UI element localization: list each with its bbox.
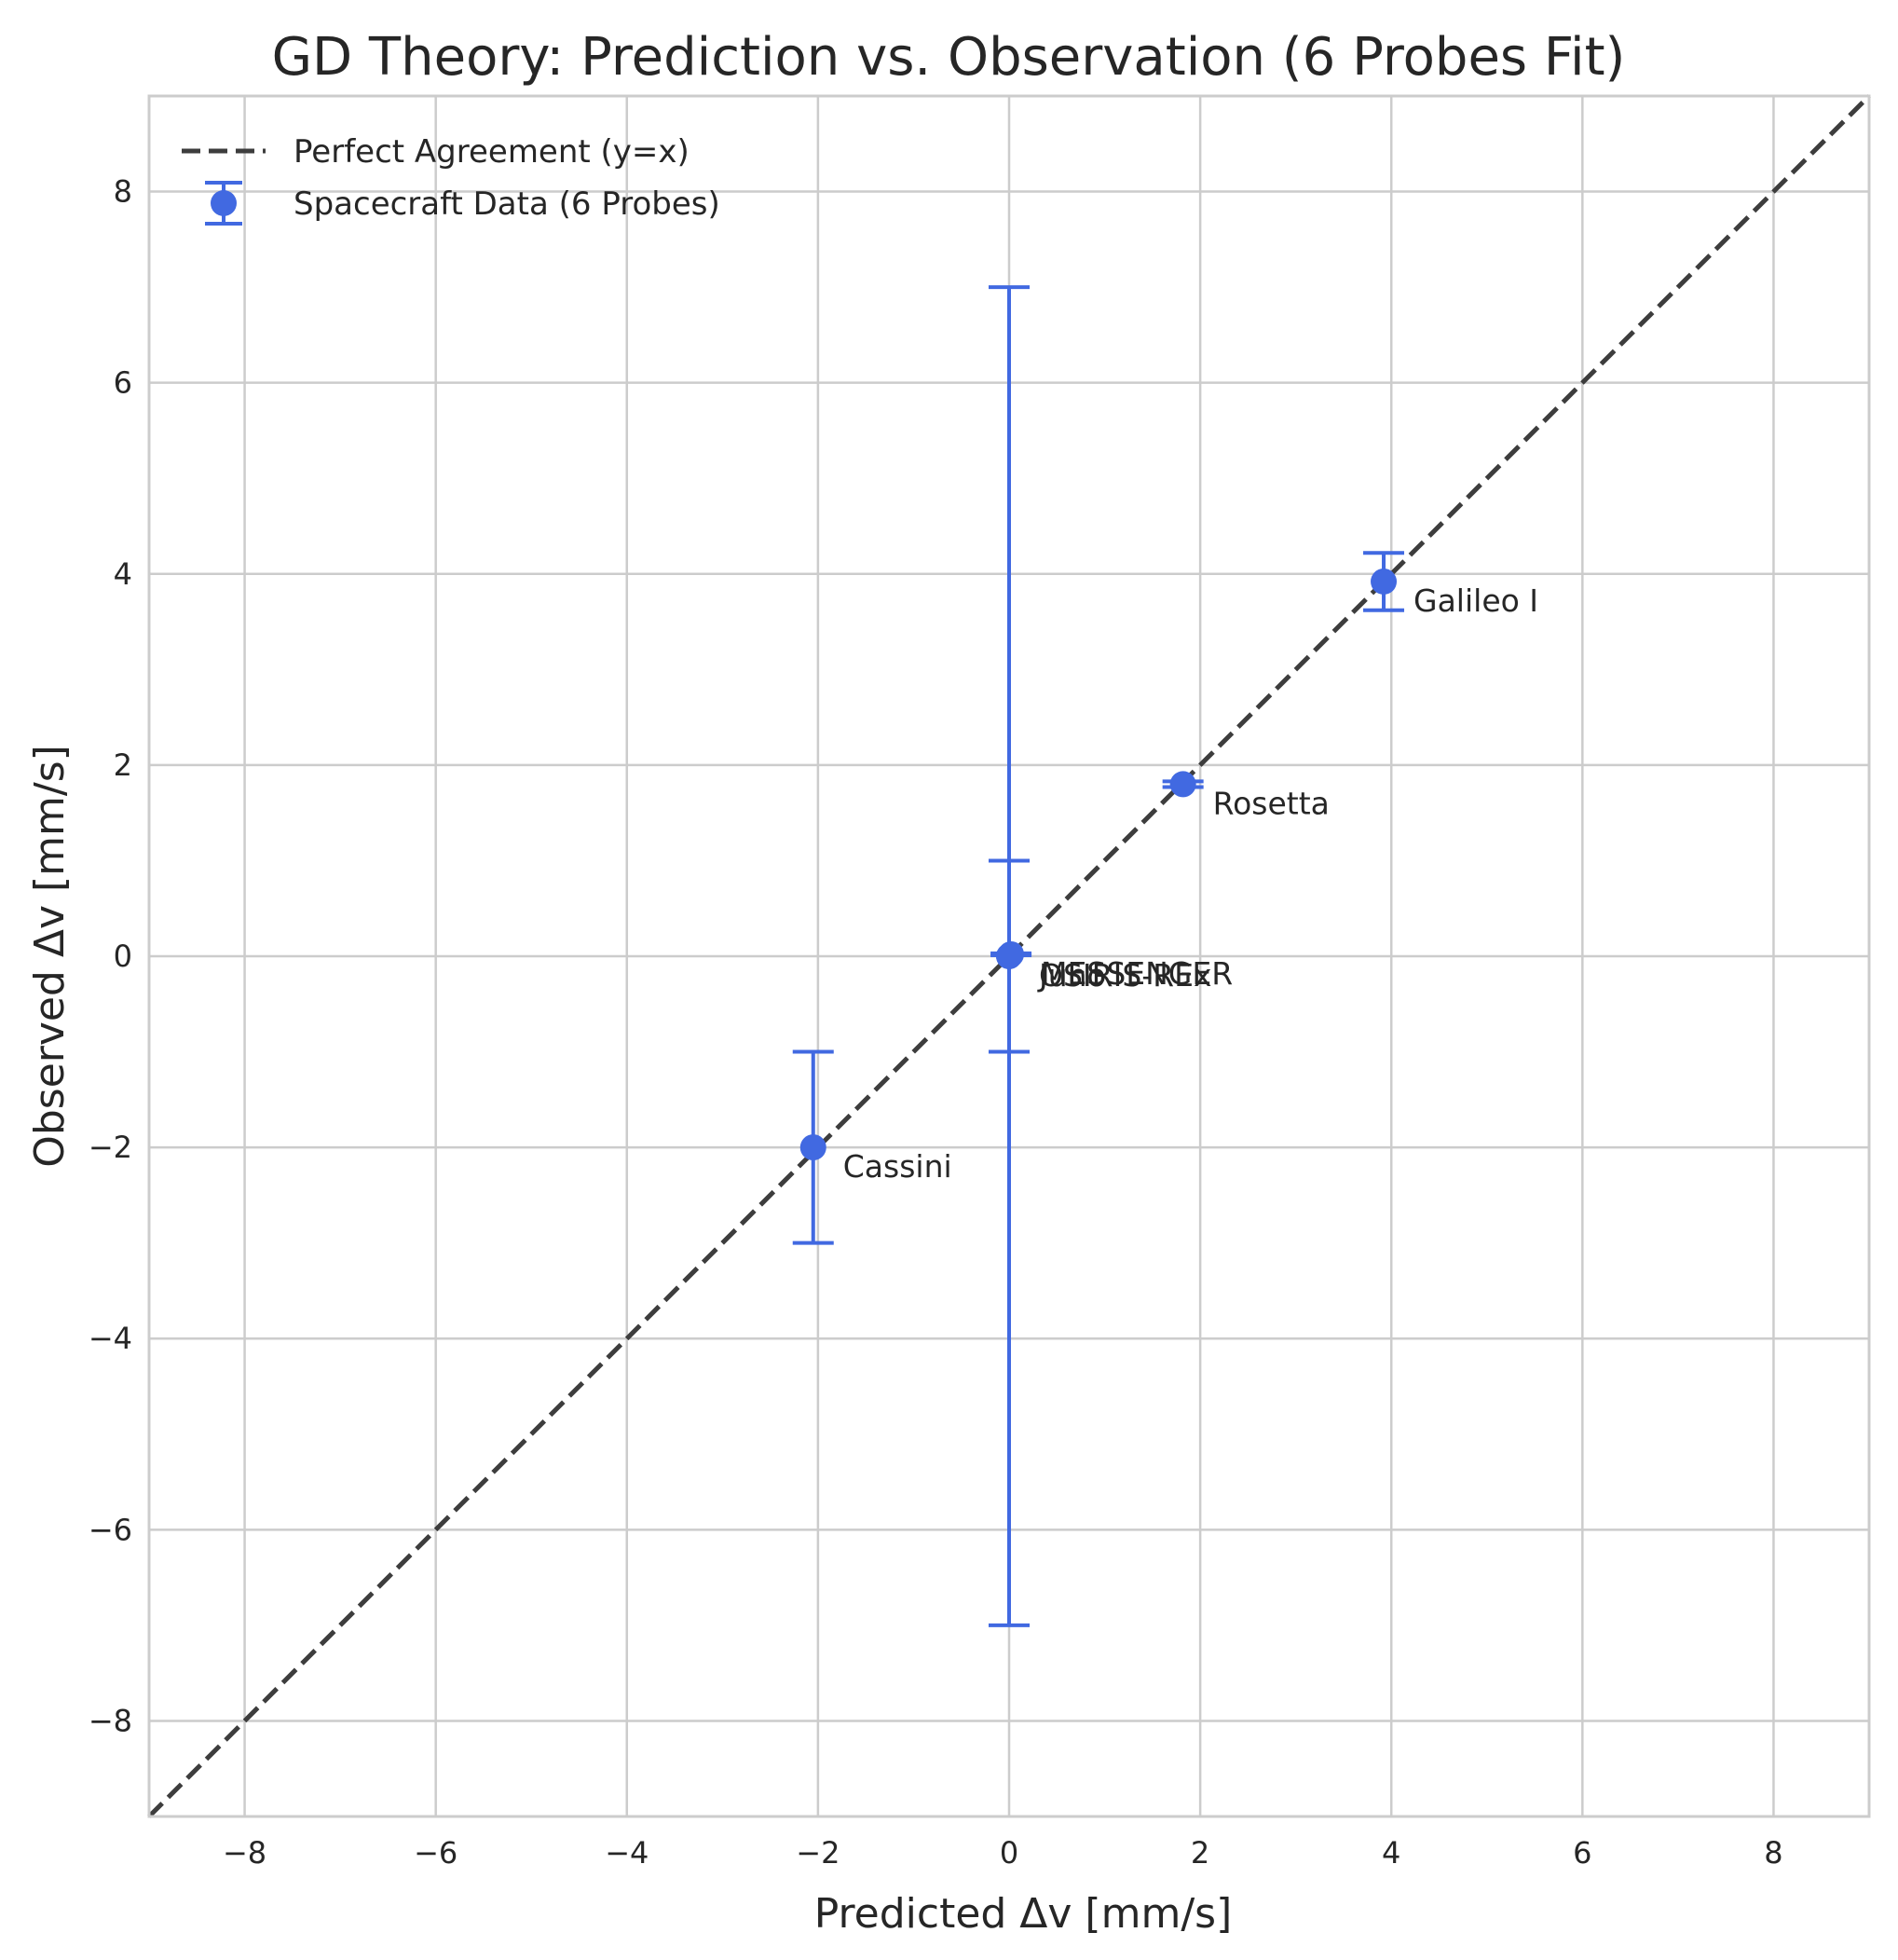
point-label: OSIRIS-REx — [1039, 957, 1211, 994]
x-tick-label: 6 — [1573, 1835, 1591, 1871]
point-label: Juno — [1037, 957, 1106, 994]
y-tick-label: 6 — [114, 365, 132, 401]
x-tick-label: 4 — [1382, 1835, 1400, 1871]
point-label: Galileo I — [1413, 583, 1538, 619]
data-points — [799, 568, 1398, 1161]
plot-frame — [147, 94, 1871, 1818]
point-label: MESSENGER — [1041, 955, 1233, 992]
x-tick-label: −6 — [414, 1835, 457, 1871]
y-tick-label: −6 — [89, 1512, 132, 1547]
y-tick-label: 4 — [114, 556, 132, 592]
chart-title: GD Theory: Prediction vs. Observation (6… — [272, 27, 1626, 88]
y-tick-label: 2 — [114, 747, 132, 783]
y-tick-label: −2 — [89, 1130, 132, 1165]
x-tick-label: −4 — [605, 1835, 649, 1871]
x-tick-label: 8 — [1764, 1835, 1782, 1871]
x-tick-label: 0 — [1000, 1835, 1018, 1871]
data-point — [1371, 568, 1398, 595]
y-tick-label: −4 — [89, 1321, 132, 1356]
y-tick-label: 8 — [114, 174, 132, 210]
data-point — [996, 943, 1022, 969]
y-axis-label: Observed Δv [mm/s] — [26, 745, 74, 1168]
y-tick-label: −8 — [89, 1703, 132, 1738]
y-tick-labels: −8 −6 −4 −2 0 2 4 6 8 — [89, 174, 132, 1739]
point-label: Rosetta — [1213, 785, 1330, 821]
x-tick-label: −2 — [796, 1835, 840, 1871]
x-axis-label: Predicted Δv [mm/s] — [814, 1890, 1232, 1938]
x-tick-label: −8 — [223, 1835, 266, 1871]
y-tick-label: 0 — [114, 939, 132, 974]
x-tick-label: 2 — [1191, 1835, 1209, 1871]
legend-marker-swatch — [211, 190, 237, 216]
data-point — [1169, 771, 1196, 798]
data-point — [799, 1134, 826, 1161]
legend: Perfect Agreement (y=x) Spacecraft Data (… — [182, 133, 720, 226]
point-label: Cassini — [843, 1148, 952, 1185]
x-tick-labels: −8 −6 −4 −2 0 2 4 6 8 — [223, 1835, 1783, 1871]
legend-label: Spacecraft Data (6 Probes) — [294, 185, 720, 223]
legend-label: Perfect Agreement (y=x) — [294, 133, 690, 171]
